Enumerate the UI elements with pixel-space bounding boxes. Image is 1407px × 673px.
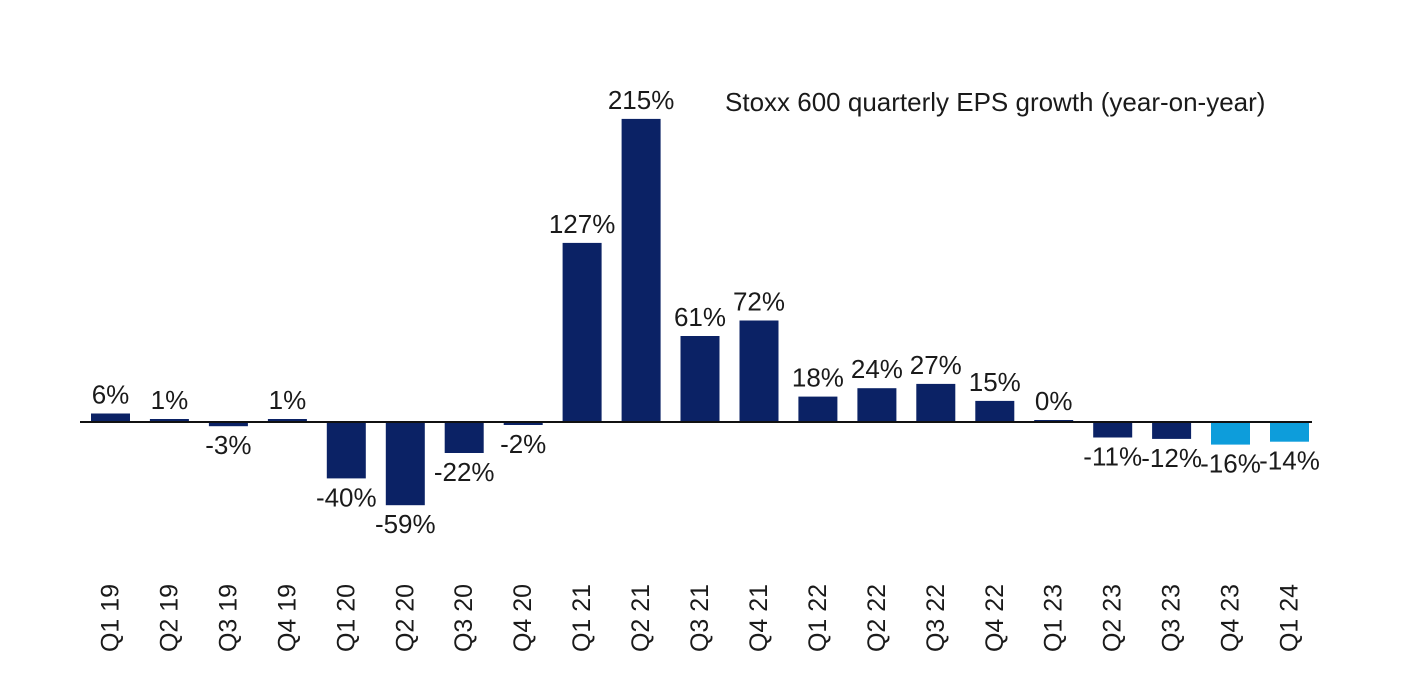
value-label: -14% [1259,446,1320,476]
bar-q3-21 [680,336,720,422]
x-tick-label: Q1 23 [1040,584,1068,652]
bar-q4-20 [503,422,543,425]
bar-q4-21 [739,320,779,422]
value-label: 72% [733,287,785,317]
value-label: -3% [205,430,251,460]
chart-title: Stoxx 600 quarterly EPS growth (year-on-… [725,87,1265,117]
x-tick-label: Q1 20 [332,584,360,652]
bar-q2-21 [621,118,661,423]
x-tick-label: Q1 19 [97,584,125,652]
bar-q1-22 [798,396,838,422]
x-tick-label: Q1 22 [804,584,832,652]
value-label: 61% [674,302,726,332]
x-tick-label: Q2 21 [627,584,655,652]
x-tick-label: Q2 22 [863,584,891,652]
x-tick-label: Q3 19 [214,584,242,652]
bar-q3-20 [444,422,484,453]
value-label: -11% [1083,442,1142,472]
bar-q4-19 [267,419,307,422]
value-label: -2% [500,429,546,459]
bar-q2-20 [385,422,425,506]
bar-q1-19 [91,413,130,422]
x-tick-label: Q4 20 [509,584,537,652]
value-label: 24% [851,354,903,384]
value-label: 1% [151,385,189,415]
bar-q2-19 [149,419,189,422]
value-label: 27% [910,350,962,380]
value-label: 0% [1035,386,1073,416]
value-labels-group: 6% 1% -3% 1% -40%-59% -22%-2% 127% 215% 61%72% 18… [92,85,1320,539]
bar-q1-24 [1270,422,1309,442]
value-label: -40% [316,482,377,512]
x-tick-label: Q3 23 [1158,584,1186,652]
x-tick-label: Q2 20 [391,584,419,652]
x-tick-labels-group: Q1 19 Q2 19 Q3 19 Q4 19 Q1 20 Q2 20 Q3 20 Q4 20… [97,584,1304,652]
x-tick-label: Q2 23 [1099,584,1127,652]
value-label: 18% [792,363,844,393]
value-label: 1% [269,385,307,415]
x-tick-label: Q1 24 [1276,584,1304,652]
x-tick-label: Q4 21 [745,584,773,652]
bars-group [91,118,1309,506]
value-label: 6% [92,380,130,410]
bar-q4-23 [1211,422,1250,445]
bar-q1-21 [562,242,602,422]
x-tick-label: Q4 19 [273,584,301,652]
x-tick-label: Q2 19 [155,584,183,652]
value-label: 215% [608,85,675,115]
bar-q2-22 [857,388,897,422]
value-label: -22% [434,457,495,487]
x-tick-label: Q1 21 [568,584,596,652]
x-tick-label: Q4 23 [1217,584,1245,652]
x-tick-label: Q4 22 [981,584,1009,652]
bar-q4-22 [975,400,1015,422]
value-label: -59% [375,509,436,539]
value-label: -16% [1200,449,1261,479]
x-tick-label: Q3 20 [450,584,478,652]
bar-q3-22 [916,383,956,422]
x-tick-label: Q3 21 [686,584,714,652]
bar-q2-23 [1093,422,1133,438]
value-label: 15% [969,367,1021,397]
x-tick-label: Q3 22 [922,584,950,652]
bar-q1-20 [326,422,366,479]
bar-q3-23 [1152,422,1192,439]
value-label: -12% [1141,443,1202,473]
value-label: 127% [549,209,616,239]
bar-q3-19 [208,422,248,427]
